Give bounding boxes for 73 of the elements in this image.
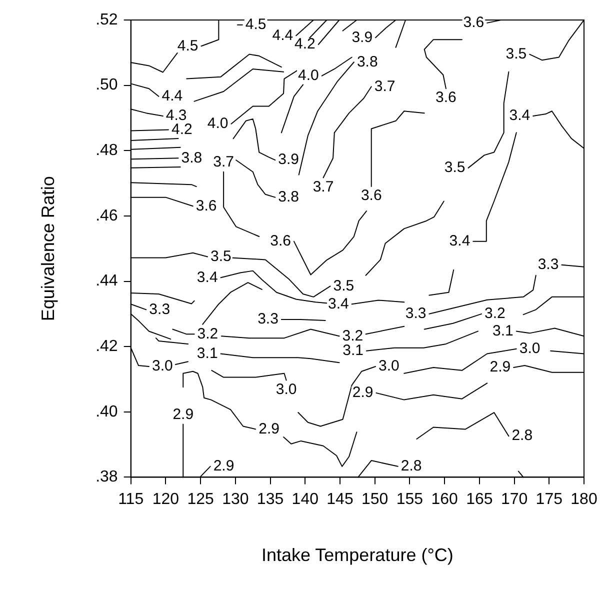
series-label: 3.6 xyxy=(270,232,291,250)
series-label: 3.0 xyxy=(276,380,297,398)
series-label: 2.9 xyxy=(258,420,280,438)
y-axis-title: Equivalence Ratio xyxy=(38,176,58,322)
series-label: 3.3 xyxy=(258,310,278,328)
series-label: 2.8 xyxy=(512,427,533,444)
series-label: 3.4 xyxy=(509,107,530,124)
series-label: 2.9 xyxy=(490,358,511,376)
y-tick-label: .38 xyxy=(96,468,118,486)
x-tick-label: 135 xyxy=(256,491,284,508)
series-label: 2.9 xyxy=(213,458,234,475)
x-tick-label: 150 xyxy=(362,491,388,508)
x-tick-label: 145 xyxy=(326,491,354,508)
x-tick-label: 125 xyxy=(187,491,214,508)
y-tick-label: .50 xyxy=(96,76,118,94)
x-tick-label: 115 xyxy=(118,491,144,508)
series-label: 3.6 xyxy=(463,14,484,32)
series-label: 4.4 xyxy=(272,26,294,44)
series-label: 4.4 xyxy=(162,88,183,105)
x-tick-label: 120 xyxy=(152,491,180,508)
series-label: 3.6 xyxy=(360,187,382,204)
x-tick-label: 170 xyxy=(500,491,528,508)
series-label: 3.8 xyxy=(181,149,202,166)
series-label: 2.8 xyxy=(400,458,422,475)
x-tick-label: 155 xyxy=(396,491,424,508)
series-label: 3.9 xyxy=(278,151,300,168)
series-label: 3.3 xyxy=(538,256,559,274)
series-label: 2.9 xyxy=(172,406,194,423)
series-label: 3.4 xyxy=(449,232,470,250)
series-label: 3.2 xyxy=(342,327,364,344)
series-label: 3.5 xyxy=(333,277,354,294)
series-label: 3.1 xyxy=(492,322,514,340)
series-label: 3.1 xyxy=(342,342,364,359)
series-label: 3.6 xyxy=(436,89,456,106)
series-label: 3.0 xyxy=(378,358,400,375)
x-axis-title: Intake Temperature (°C) xyxy=(261,545,454,566)
x-tick-label: 165 xyxy=(466,491,493,508)
y-tick-label: .46 xyxy=(96,207,118,224)
series-label: 3.7 xyxy=(312,178,334,196)
series-label: 3.5 xyxy=(444,159,466,176)
x-tick-label: 180 xyxy=(570,491,598,508)
series-label: 3.5 xyxy=(506,45,527,62)
series-label: 3.5 xyxy=(210,248,232,265)
series-label: 3.3 xyxy=(405,305,426,322)
y-tick-label: .52 xyxy=(96,11,118,28)
series-label: 3.7 xyxy=(374,78,396,95)
x-tick-label: 140 xyxy=(292,491,319,508)
series-label: 3.6 xyxy=(196,197,217,214)
series-label: 3.0 xyxy=(519,340,540,357)
series-label: 3.2 xyxy=(484,305,506,322)
series-label: 2.9 xyxy=(352,384,374,402)
series-label: 4.0 xyxy=(207,114,228,132)
series-label: 3.8 xyxy=(278,188,300,206)
y-tick-label: .44 xyxy=(96,272,118,290)
series-label: 4.5 xyxy=(245,16,266,34)
series-label: 4.2 xyxy=(294,36,316,53)
series-label: 3.4 xyxy=(328,295,349,312)
series-label: 3.1 xyxy=(196,344,218,362)
series-label: 4.5 xyxy=(177,37,198,54)
series-label: 3.7 xyxy=(213,153,234,170)
y-tick-label: .40 xyxy=(96,403,118,420)
series-label: 3.8 xyxy=(356,53,378,70)
series-label: 3.0 xyxy=(152,358,173,375)
y-tick-label: .48 xyxy=(96,142,118,160)
series-label: 3.2 xyxy=(197,325,218,342)
series-label: 3.9 xyxy=(352,28,373,46)
x-tick-label: 130 xyxy=(222,491,249,508)
x-tick-label: 160 xyxy=(431,491,458,508)
series-label: 3.4 xyxy=(196,268,218,286)
x-tick-label: 175 xyxy=(536,491,563,508)
series-label: 4.0 xyxy=(298,66,319,84)
series-label: 3.3 xyxy=(149,300,170,318)
y-tick-label: .42 xyxy=(96,338,118,355)
